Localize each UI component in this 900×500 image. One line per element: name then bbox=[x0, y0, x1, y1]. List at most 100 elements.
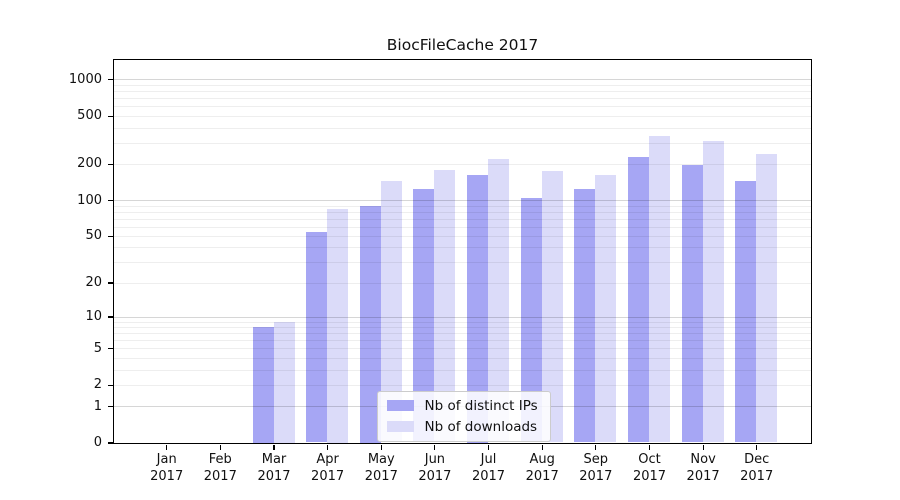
bar-distinct-ips-nov bbox=[681, 165, 703, 443]
y-tick-mark bbox=[108, 406, 114, 408]
x-tick-label-aug: Aug 2017 bbox=[510, 451, 574, 485]
year-line: 2017 bbox=[686, 469, 720, 484]
y-tick-label-500: 500 bbox=[77, 108, 102, 124]
y-tick-label-200: 200 bbox=[77, 156, 102, 172]
x-tick-label-jan: Jan 2017 bbox=[135, 451, 199, 485]
x-tick-label-sep: Sep 2017 bbox=[564, 451, 628, 485]
x-tick-mark bbox=[648, 444, 651, 450]
month-line: Nov bbox=[690, 452, 716, 467]
bar-distinct-ips-jun bbox=[413, 188, 435, 443]
month-line: Jul bbox=[480, 452, 497, 467]
bar-downloads-nov bbox=[702, 141, 724, 443]
y-tick-mark bbox=[108, 79, 114, 81]
year-line: 2017 bbox=[418, 469, 452, 484]
gridline-900 bbox=[113, 85, 811, 86]
x-tick-mark bbox=[541, 444, 543, 450]
year-line: 2017 bbox=[471, 469, 506, 484]
bar-downloads-apr bbox=[327, 209, 349, 443]
bar-distinct-ips-jul bbox=[467, 174, 488, 443]
bar-distinct-ips-dec bbox=[735, 181, 757, 443]
x-tick-label-dec: Dec 2017 bbox=[725, 451, 789, 485]
y-tick-label-1000: 1000 bbox=[68, 71, 102, 87]
year-line: 2017 bbox=[525, 469, 559, 484]
month-line: Mar bbox=[261, 452, 287, 467]
y-tick-label-20: 20 bbox=[85, 275, 102, 290]
x-tick-mark bbox=[327, 444, 329, 450]
x-tick-label-may: May 2017 bbox=[349, 451, 413, 485]
year-line: 2017 bbox=[632, 469, 667, 484]
legend-row: Nb of distinct IPs bbox=[386, 397, 538, 414]
x-tick-label-jun: Jun 2017 bbox=[403, 451, 467, 485]
x-tick-mark bbox=[380, 444, 382, 450]
legend-row: Nb of downloads bbox=[386, 419, 538, 435]
gridline-1000 bbox=[113, 79, 811, 81]
bar-downloads-oct bbox=[649, 136, 670, 443]
y-tick-mark bbox=[108, 348, 114, 350]
bar-distinct-ips-sep bbox=[574, 188, 596, 443]
bar-downloads-jun bbox=[434, 170, 456, 443]
bar-downloads-aug bbox=[541, 171, 563, 443]
y-tick-label-5: 5 bbox=[93, 340, 102, 356]
month-line: Jan bbox=[156, 452, 177, 467]
chart-title: BiocFileCache 2017 bbox=[386, 36, 539, 54]
y-tick-mark bbox=[108, 316, 114, 318]
legend: Nb of distinct IPs Nb of downloads bbox=[376, 390, 551, 442]
year-line: 2017 bbox=[579, 469, 613, 484]
y-tick-mark bbox=[108, 235, 114, 237]
x-tick-label-nov: Nov 2017 bbox=[671, 451, 735, 485]
x-tick-mark bbox=[219, 444, 221, 450]
year-line: 2017 bbox=[150, 469, 184, 484]
x-tick-mark bbox=[273, 444, 275, 450]
gridline-400 bbox=[113, 127, 811, 129]
bar-downloads-jul bbox=[488, 158, 509, 443]
y-tick-label-2: 2 bbox=[93, 377, 102, 393]
bar-distinct-ips-may bbox=[359, 206, 381, 443]
x-tick-mark bbox=[595, 444, 597, 450]
bar-distinct-ips-aug bbox=[520, 197, 542, 443]
month-line: Sep bbox=[583, 452, 609, 467]
month-line: Feb bbox=[208, 452, 232, 467]
month-line: Dec bbox=[744, 452, 770, 467]
year-line: 2017 bbox=[364, 469, 398, 484]
bar-distinct-ips-mar bbox=[252, 327, 274, 443]
y-tick-label-0: 0 bbox=[93, 435, 102, 450]
year-line: 2017 bbox=[257, 469, 291, 484]
gridline-700 bbox=[113, 98, 811, 100]
y-tick-mark bbox=[108, 115, 114, 117]
legend-swatch-distinct-ips bbox=[386, 400, 414, 411]
y-tick-mark bbox=[108, 384, 114, 386]
bar-distinct-ips-oct bbox=[628, 157, 649, 443]
month-line: May bbox=[367, 452, 395, 467]
gridline-600 bbox=[113, 106, 811, 108]
x-tick-mark bbox=[702, 444, 704, 450]
x-tick-mark bbox=[487, 444, 490, 450]
plot-area: Nb of distinct IPs Nb of downloads bbox=[112, 58, 812, 444]
x-tick-label-feb: Feb 2017 bbox=[188, 451, 252, 485]
y-tick-mark bbox=[108, 282, 114, 284]
month-line: Aug bbox=[529, 452, 555, 467]
x-tick-mark bbox=[166, 444, 168, 450]
bar-distinct-ips-apr bbox=[306, 231, 328, 443]
x-tick-label-apr: Apr 2017 bbox=[296, 451, 360, 485]
bar-downloads-may bbox=[380, 181, 402, 443]
month-line: Oct bbox=[638, 452, 661, 467]
legend-label: Nb of distinct IPs bbox=[424, 397, 538, 414]
y-tick-label-50: 50 bbox=[85, 228, 102, 244]
gridline-500 bbox=[113, 115, 811, 117]
y-tick-mark bbox=[108, 199, 114, 202]
x-tick-label-oct: Oct 2017 bbox=[618, 451, 682, 485]
y-tick-label-100: 100 bbox=[77, 192, 102, 208]
month-line: Jun bbox=[424, 452, 446, 467]
month-line: Apr bbox=[316, 452, 339, 467]
y-tick-mark bbox=[108, 442, 114, 444]
y-tick-label-1: 1 bbox=[93, 398, 102, 414]
year-line: 2017 bbox=[203, 469, 237, 484]
year-line: 2017 bbox=[311, 469, 345, 484]
bar-downloads-sep bbox=[595, 174, 617, 443]
bar-downloads-dec bbox=[756, 153, 778, 443]
x-tick-label-mar: Mar 2017 bbox=[242, 451, 306, 485]
legend-swatch-downloads bbox=[386, 421, 414, 432]
x-tick-mark bbox=[756, 444, 758, 450]
gridline-800 bbox=[113, 91, 811, 93]
